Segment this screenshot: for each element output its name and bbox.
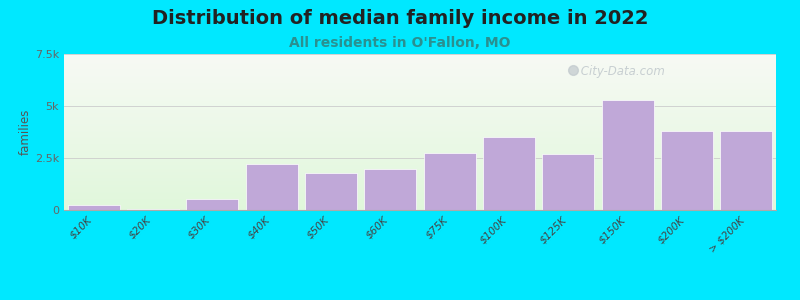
- Bar: [483, 137, 535, 210]
- Bar: [720, 131, 773, 210]
- Text: All residents in O'Fallon, MO: All residents in O'Fallon, MO: [290, 36, 510, 50]
- Bar: [364, 169, 417, 210]
- Bar: [423, 153, 476, 210]
- Y-axis label: families: families: [19, 109, 32, 155]
- Bar: [186, 199, 238, 210]
- Bar: [127, 209, 179, 210]
- Bar: [542, 154, 594, 210]
- Bar: [246, 164, 298, 210]
- Text: City-Data.com: City-Data.com: [577, 65, 665, 78]
- Bar: [67, 205, 120, 210]
- Bar: [661, 131, 713, 210]
- Bar: [305, 172, 357, 210]
- Bar: [602, 100, 654, 210]
- Text: Distribution of median family income in 2022: Distribution of median family income in …: [152, 9, 648, 28]
